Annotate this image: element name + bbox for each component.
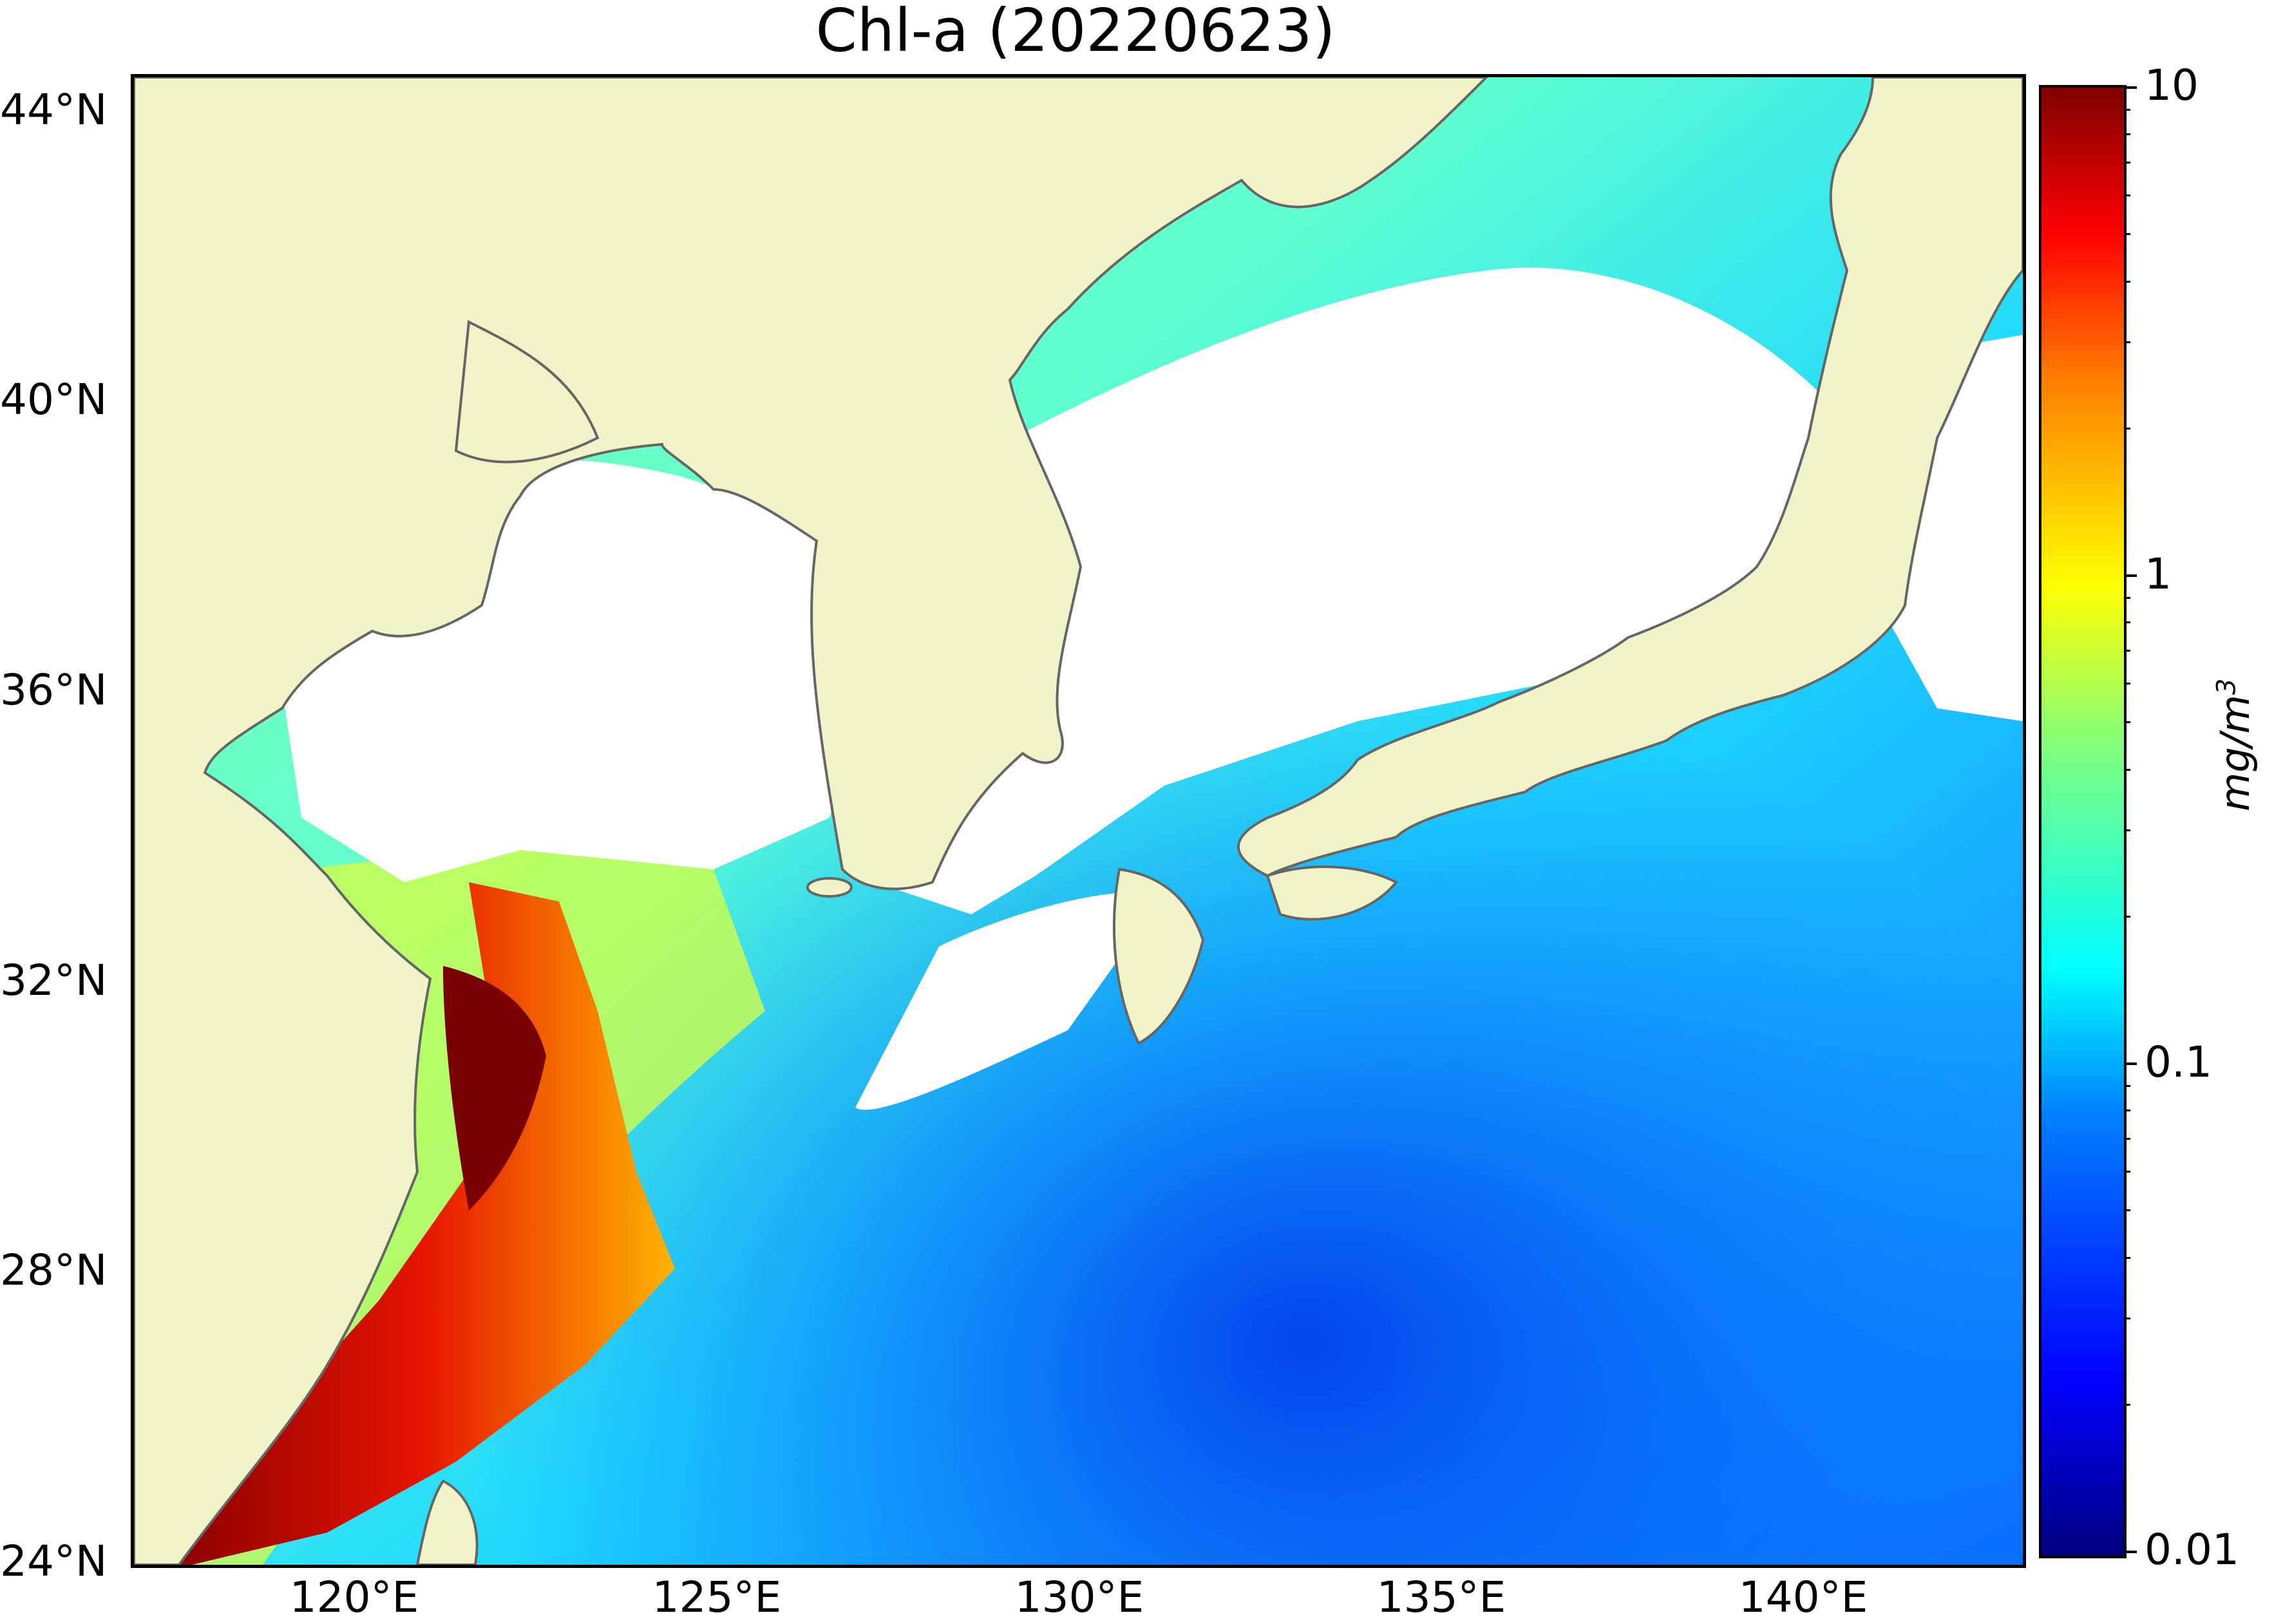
colorbar-minor-tick xyxy=(2124,280,2130,283)
map-title: Chl-a (20220623) xyxy=(815,0,1336,65)
colorbar-minor-tick xyxy=(2124,133,2130,136)
land-kyushu xyxy=(1112,867,1205,1045)
colorbar-label-10: 10 xyxy=(2145,61,2199,110)
colorbar-unit-text: mg/m xyxy=(2212,694,2259,811)
lon-label-140: 140°E xyxy=(1738,1572,1868,1622)
lat-label-32: 32°N xyxy=(0,956,108,1005)
lon-label-120: 120°E xyxy=(289,1572,419,1622)
colorbar-minor-tick xyxy=(2124,427,2130,430)
colorbar-minor-tick xyxy=(2124,1109,2130,1112)
land-jeju xyxy=(806,877,853,898)
land-japan-honshu xyxy=(1237,77,2023,878)
colorbar-minor-tick xyxy=(2124,768,2130,771)
land-taiwan xyxy=(415,1479,478,1565)
land-shikoku xyxy=(1265,865,1399,921)
colorbar-tick-1 xyxy=(2124,574,2137,577)
colorbar-minor-tick xyxy=(2124,621,2130,624)
colorbar-minor-tick xyxy=(2124,1171,2130,1173)
colorbar-minor-tick xyxy=(2124,915,2130,918)
yangtze-estuary-bloom xyxy=(443,966,546,1211)
colorbar-minor-tick xyxy=(2124,1209,2130,1212)
lat-label-36: 36°N xyxy=(0,665,108,715)
lon-label-125: 125°E xyxy=(652,1572,782,1622)
cloud-strip xyxy=(855,892,1164,1110)
land-liaodong xyxy=(454,319,600,464)
lat-label-40: 40°N xyxy=(0,375,108,424)
colorbar-minor-tick xyxy=(2124,1138,2130,1140)
colorbar-minor-tick xyxy=(2124,1403,2130,1406)
colorbar-minor-tick xyxy=(2124,194,2130,197)
lon-label-135: 135°E xyxy=(1376,1572,1506,1622)
lat-label-24: 24°N xyxy=(0,1536,108,1586)
lat-label-44: 44°N xyxy=(0,85,108,135)
colorbar-tick-10 xyxy=(2124,86,2137,89)
colorbar-minor-tick xyxy=(2124,341,2130,344)
colorbar-minor-tick xyxy=(2124,683,2130,685)
colorbar-label-1: 1 xyxy=(2145,549,2172,599)
colorbar-minor-tick xyxy=(2124,1317,2130,1320)
colorbar-tick-0-1 xyxy=(2124,1062,2137,1065)
colorbar-minor-tick xyxy=(2124,1084,2130,1087)
colorbar xyxy=(2039,85,2127,1558)
colorbar-minor-tick xyxy=(2124,721,2130,724)
colorbar-minor-tick xyxy=(2124,233,2130,236)
cloud-mask-sea-of-japan xyxy=(842,267,1905,915)
colorbar-minor-tick xyxy=(2124,829,2130,832)
colorbar-unit-superscript: 3 xyxy=(2212,678,2242,695)
map-canvas xyxy=(134,77,2023,1565)
colorbar-label-0-1: 0.1 xyxy=(2145,1037,2212,1087)
lat-label-28: 28°N xyxy=(0,1245,108,1295)
colorbar-minor-tick xyxy=(2124,162,2130,164)
colorbar-label-0-01: 0.01 xyxy=(2145,1525,2239,1574)
colorbar-minor-tick xyxy=(2124,596,2130,599)
lon-label-130: 130°E xyxy=(1014,1572,1144,1622)
colorbar-minor-tick xyxy=(2124,1256,2130,1259)
colorbar-tick-0-01 xyxy=(2124,1551,2137,1553)
chlorophyll-map xyxy=(131,74,2026,1568)
colorbar-minor-tick xyxy=(2124,650,2130,652)
colorbar-unit-label: mg/m3 xyxy=(2212,679,2259,812)
colorbar-minor-tick xyxy=(2124,108,2130,111)
